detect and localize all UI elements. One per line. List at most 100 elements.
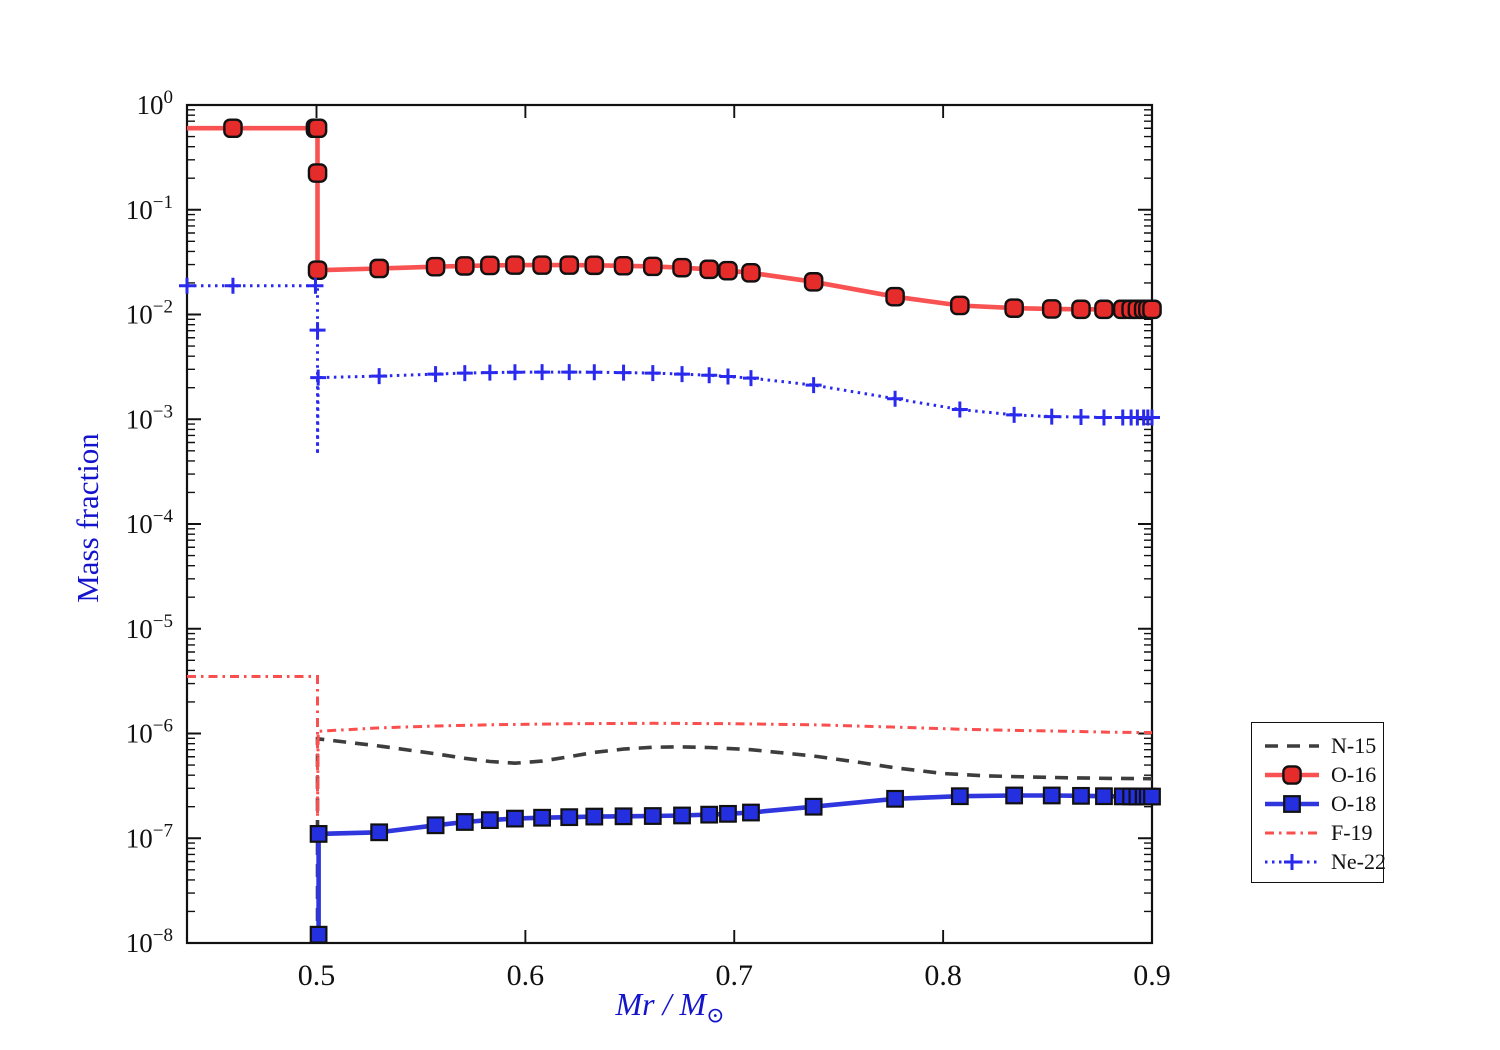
ne-22-marker [309,322,326,339]
ne-22-marker [561,364,578,381]
o-18-marker [309,925,328,944]
o-16-marker [584,255,605,276]
ne-22-marker [719,368,736,385]
ne-22-marker [456,365,473,382]
y-tick-label: 10−6 [126,716,173,749]
ne-22-line [187,284,1152,455]
o-16-marker [307,163,328,183]
ne-22-marker [1072,409,1089,426]
o-16-marker [803,272,824,292]
legend-item-n-15: N-15 [1252,731,1383,760]
ne-22-marker [742,370,759,387]
o-18-marker [614,807,633,826]
ne-22-marker [179,277,195,294]
o-18-marker [1042,786,1061,805]
legend-sample-o-18 [1265,794,1319,813]
legend-sample-ne-22 [1265,853,1319,870]
y-tick-label: 10−2 [126,297,173,330]
o-18-marker [719,804,737,823]
legend-item-o-16: O-16 [1252,760,1383,789]
o-16-marker [307,260,328,280]
ne-22-marker [506,364,523,381]
y-tick-label: 10−4 [126,506,174,539]
o-18-marker [1283,794,1301,813]
legend-sample-f-19 [1265,831,1319,834]
x-axis-title: Mr / M⊙ [420,986,920,1028]
ne-22-marker [1095,409,1112,426]
o-16-marker [1094,299,1114,320]
o-16-marker [741,263,761,283]
o-16-marker [307,118,328,139]
o-16-line [187,125,1152,312]
legend-sample-o-16 [1265,764,1319,785]
o-16-marker [1004,298,1024,318]
o-16-marker [699,259,719,280]
ne-22-marker [224,277,241,294]
o-18-marker [886,789,904,808]
o-18-marker [480,811,499,830]
y-axis-title: Mass fraction [70,433,105,603]
o-16-marker [455,256,475,276]
legend-label-o-18: O-18 [1331,790,1377,816]
legend-box: N-15 O-16 O-18 F-19 Ne-22 [1251,722,1386,883]
legend-item-ne-22: Ne-22 [1252,847,1386,876]
o-18-marker [673,806,691,825]
ne-22-marker [951,401,968,418]
x-tick-label: 0.5 [298,959,336,992]
o-16-marker [950,295,970,316]
f-19-line [187,675,1153,817]
o-18-marker [950,787,969,806]
ne-22-marker [1284,853,1300,870]
o-16-marker [369,258,389,279]
o-16-marker [642,256,663,277]
x-tick-label: 0.8 [924,959,962,992]
o-18-marker [455,813,474,831]
ne-22-marker [701,367,718,384]
x-axis-title-text: Mr / M [615,986,707,1022]
ne-22-marker [427,366,444,383]
o-16-marker [885,286,905,307]
series-f-19 [187,675,1153,817]
x-tick-label: 0.9 [1133,959,1171,992]
o-18-marker [804,797,823,816]
x-tick-label: 0.7 [716,959,754,992]
series-ne-22 [179,277,1160,455]
ne-22-marker [1144,409,1160,426]
y-tick-label: 10−5 [126,611,173,644]
y-tick-label: 10−8 [126,925,173,958]
series-n-15 [315,736,1153,943]
n-15-line [315,736,1153,943]
legend-label-n-15: N-15 [1331,732,1377,758]
ne-22-marker [481,364,498,381]
o-18-marker [742,803,760,822]
y-tick-label: 100 [137,87,174,120]
o-16-marker [613,255,634,276]
o-18-marker [506,809,524,828]
y-tick-label: 10−3 [126,401,173,434]
o-18-marker [1095,787,1113,806]
ne-22-marker [805,377,822,394]
o-18-marker [1005,786,1024,805]
o-18-marker [560,808,579,827]
o-18-marker [370,823,389,842]
ne-22-marker [1043,408,1060,425]
ne-22-marker [615,364,632,381]
o-16-marker [559,255,580,275]
o-16-marker [1142,299,1162,320]
series-o-18 [309,786,1161,944]
legend-label-f-19: F-19 [1331,819,1373,845]
legend-label-ne-22: Ne-22 [1331,848,1386,874]
o-18-marker [533,808,551,827]
o-18-marker [643,807,662,825]
ne-22-marker [644,365,661,382]
series-o-16 [187,118,1162,320]
ne-22-marker [674,366,691,383]
o-18-marker [585,807,604,826]
ne-22-marker [1006,406,1023,423]
o-16-marker [1282,764,1302,785]
o-16-marker [532,255,552,275]
y-tick-label: 10−1 [126,192,173,225]
o-16-marker [505,255,525,275]
